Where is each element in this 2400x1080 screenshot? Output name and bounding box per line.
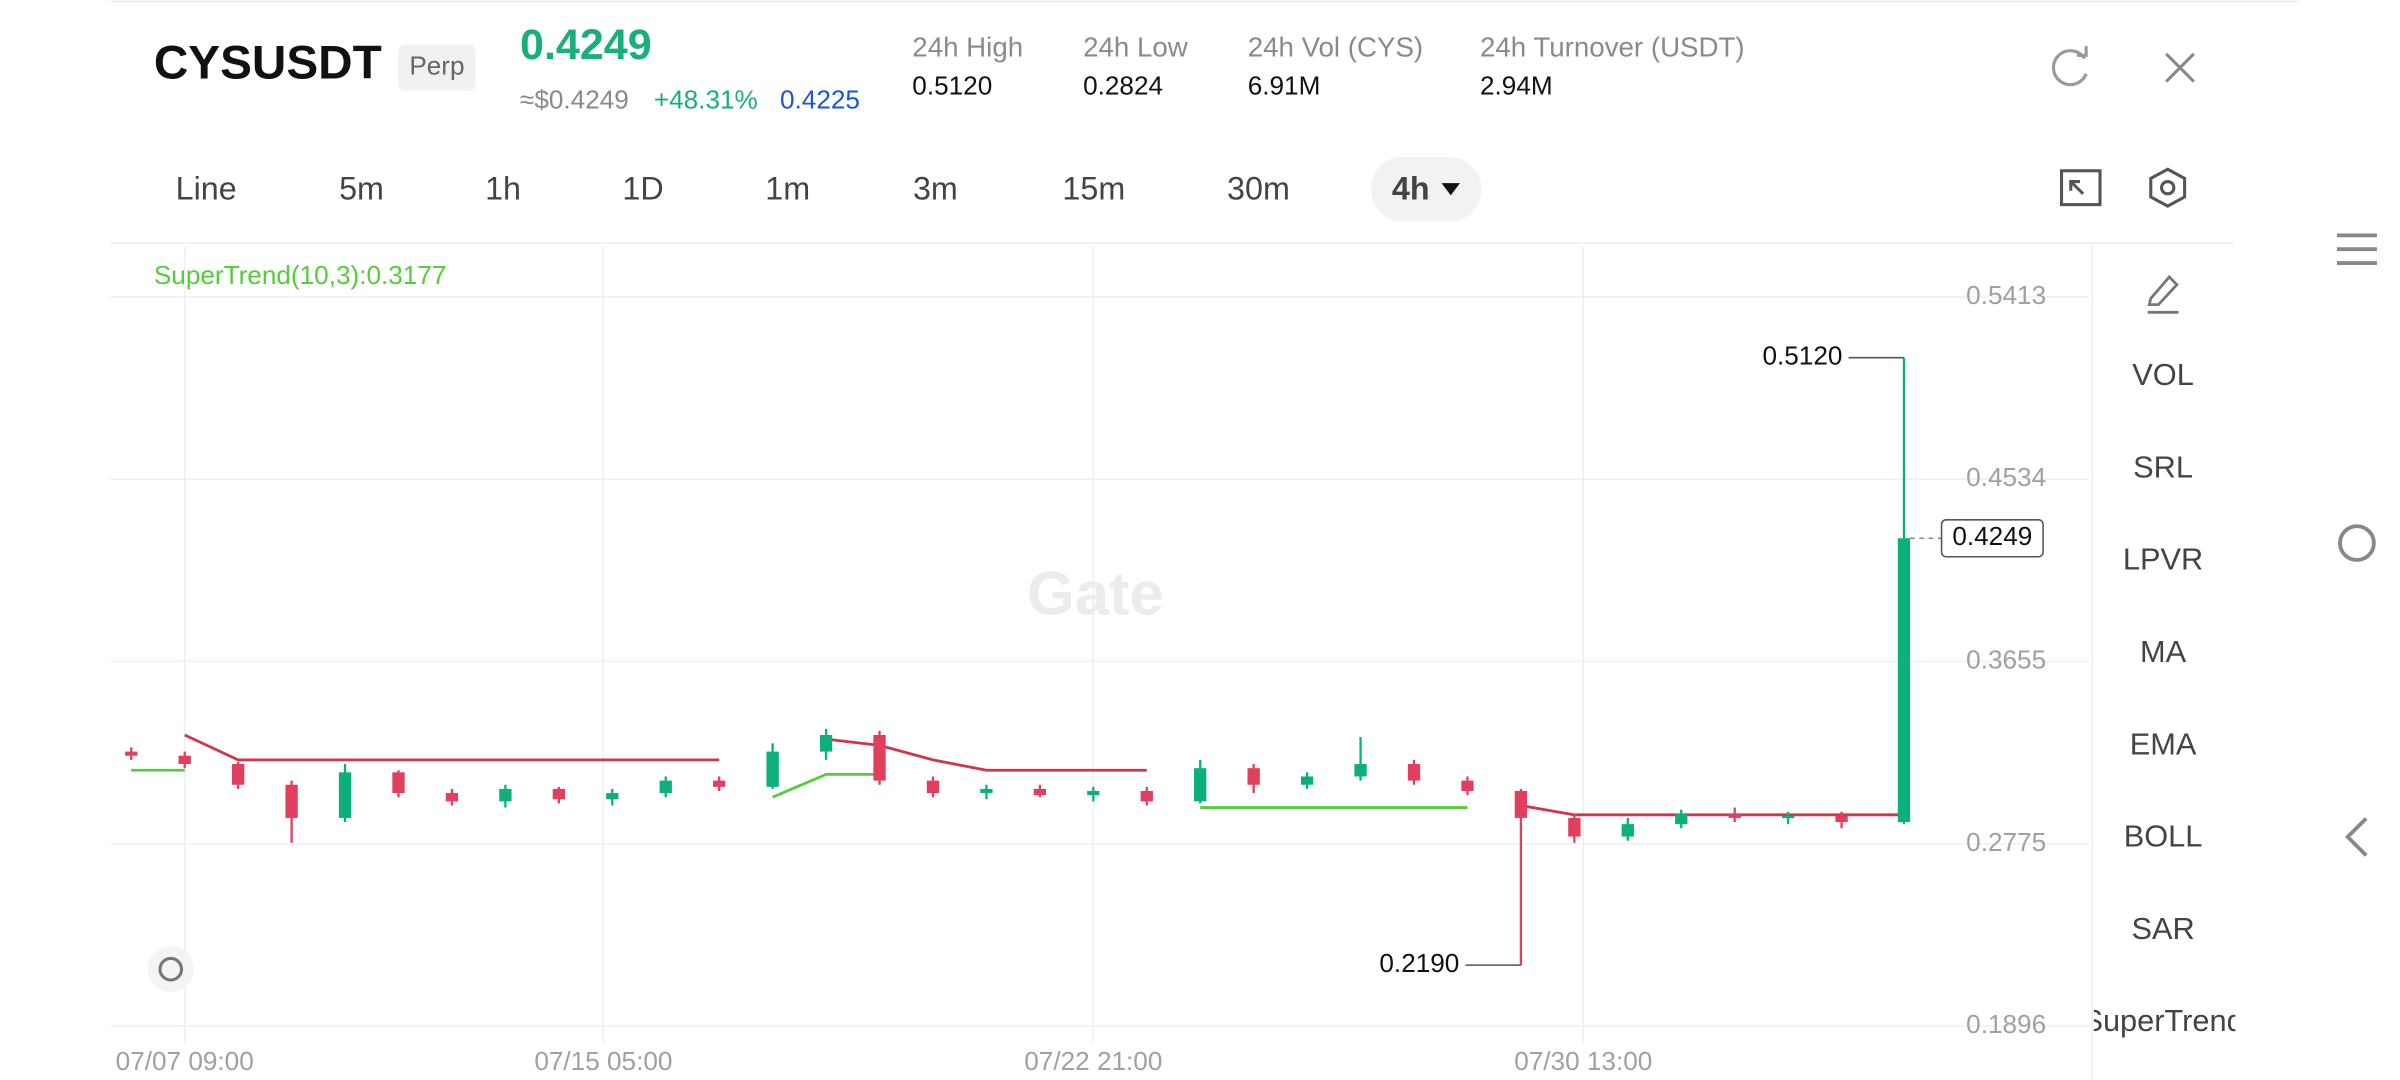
candle-body — [125, 751, 138, 756]
price-usd: ≈$0.4249 — [520, 84, 629, 114]
stat-label: 24h Turnover (USDT) — [1480, 32, 1745, 63]
indicator-tab[interactable]: MA — [2140, 634, 2187, 669]
mark-price: 0.4225 — [780, 84, 860, 114]
interval-tab[interactable]: 15m — [1062, 170, 1125, 206]
interval-tab[interactable]: 5m — [339, 170, 384, 206]
candle-body — [1194, 768, 1207, 802]
candle-body — [873, 735, 886, 781]
y-tick-label: 0.1896 — [1966, 1009, 2046, 1039]
candle-body — [1407, 764, 1421, 781]
fullscreen-icon[interactable] — [2060, 169, 2102, 207]
watermark: Gate — [1027, 560, 1164, 629]
indicator-tab[interactable]: VOL — [2132, 357, 2194, 392]
stat-value: 6.91M — [1248, 71, 1321, 101]
change: +48.31% — [654, 84, 758, 114]
candle-body — [766, 751, 779, 787]
candle-body — [1300, 776, 1314, 785]
dropdown-arrow[interactable] — [1441, 183, 1460, 196]
stat-value: 0.5120 — [912, 71, 992, 101]
price: 0.4249 — [520, 21, 652, 69]
candle-body — [1835, 815, 1848, 823]
candle-body — [1247, 768, 1260, 785]
candle-body — [338, 772, 352, 818]
last-price-box — [1940, 519, 2044, 558]
supertrend-line — [184, 733, 1904, 817]
candle-body — [1461, 780, 1474, 791]
candle-body — [1781, 815, 1795, 819]
nav-home[interactable] — [2338, 524, 2376, 562]
stat-value: 2.94M — [1480, 71, 1553, 101]
badge: Perp — [409, 51, 464, 81]
stat-label: 24h High — [912, 32, 1023, 63]
candle-body — [1675, 813, 1688, 825]
interval-tab[interactable]: 4h — [1392, 170, 1430, 206]
chart-tool-icon[interactable] — [147, 946, 194, 993]
interval-tab[interactable]: 30m — [1227, 170, 1290, 206]
indicator-tab[interactable]: EMA — [2130, 726, 2197, 761]
low-label: 0.2190 — [1379, 948, 1459, 978]
close-icon[interactable] — [2165, 52, 2195, 83]
candle-body — [1568, 817, 1581, 837]
stat-label: 24h Vol (CYS) — [1248, 32, 1423, 63]
interval-tab[interactable]: 1D — [622, 170, 663, 206]
candle-body — [552, 788, 565, 800]
candle-body — [819, 735, 833, 752]
last-price-label: 0.4249 — [1952, 521, 2032, 551]
x-tick-label: 07/15 05:00 — [534, 1046, 672, 1076]
candle-body — [1621, 824, 1634, 837]
x-tick-label: 07/30 13:00 — [1514, 1046, 1652, 1076]
candle-body — [713, 780, 726, 787]
candle-body — [178, 755, 191, 765]
y-tick-label: 0.2775 — [1966, 827, 2046, 857]
indicator-tab[interactable]: LPVR — [2123, 542, 2203, 577]
candle-body — [926, 780, 940, 794]
nav-menu[interactable] — [2336, 233, 2377, 265]
indicator-tab[interactable]: SuperTrend — [2082, 1003, 2243, 1038]
chart-tool-glyph — [158, 956, 184, 982]
edit-icon[interactable] — [2147, 274, 2179, 314]
candle-body — [392, 772, 405, 794]
indicator-tab[interactable]: BOLL — [2124, 819, 2203, 854]
indicator-tab[interactable]: SRL — [2133, 449, 2193, 484]
interval-tab[interactable]: 1h — [485, 170, 521, 206]
candle-body — [1087, 790, 1100, 796]
y-tick-label: 0.4534 — [1966, 462, 2046, 492]
x-tick-label: 07/07 09:00 — [116, 1046, 254, 1076]
candle-body — [1033, 788, 1047, 796]
symbol: CYSUSDT — [154, 37, 382, 90]
y-tick-label: 0.5413 — [1966, 280, 2046, 310]
candle-body — [980, 788, 993, 794]
candle-body — [1140, 790, 1153, 802]
supertrend-line — [131, 768, 1468, 809]
high-label: 0.5120 — [1762, 341, 1842, 371]
settings-icon[interactable] — [2149, 167, 2187, 208]
indicator-tab[interactable]: SAR — [2131, 911, 2194, 946]
stat-label: 24h Low — [1083, 32, 1189, 63]
candle-body — [1354, 764, 1367, 777]
refresh-icon[interactable] — [2051, 46, 2088, 87]
candle-body — [285, 784, 298, 818]
interval-tab[interactable]: 1m — [765, 170, 810, 206]
y-tick-label: 0.3655 — [1966, 644, 2046, 674]
interval-tab[interactable]: Line — [176, 170, 237, 206]
x-tick-label: 07/22 21:00 — [1024, 1046, 1162, 1076]
candle-body — [606, 793, 619, 800]
candle-body — [445, 793, 459, 802]
interval-tab[interactable]: 3m — [913, 170, 958, 206]
interval-selected-bg — [1370, 156, 1482, 222]
indicator-label: SuperTrend(10,3):0.3177 — [154, 260, 447, 290]
candle-body — [1728, 813, 1741, 818]
candle-body — [231, 764, 245, 785]
candle-body — [1514, 790, 1528, 818]
candle-body — [659, 780, 672, 794]
stat-value: 0.2824 — [1083, 71, 1163, 101]
candle-body — [499, 788, 512, 802]
badge-bg — [398, 44, 476, 91]
candle-body — [1897, 538, 1911, 823]
nav-back[interactable] — [2344, 817, 2368, 857]
